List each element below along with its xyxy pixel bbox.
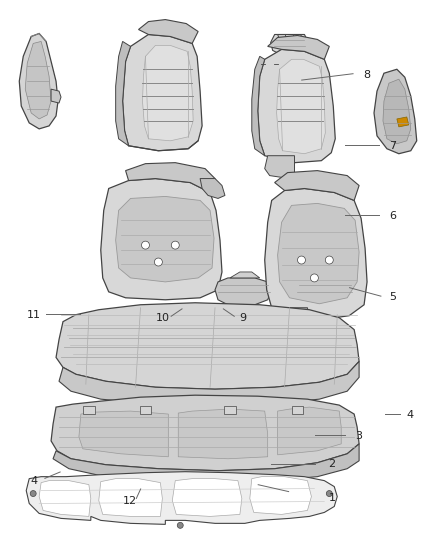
Text: 9: 9 <box>240 313 247 324</box>
Polygon shape <box>19 34 58 129</box>
Polygon shape <box>126 163 215 192</box>
Text: 11: 11 <box>27 310 41 320</box>
Polygon shape <box>215 278 272 305</box>
Polygon shape <box>25 42 51 119</box>
Polygon shape <box>294 276 353 308</box>
Polygon shape <box>278 204 359 304</box>
Polygon shape <box>265 156 294 179</box>
Polygon shape <box>258 50 335 163</box>
Polygon shape <box>258 69 268 87</box>
Polygon shape <box>292 406 304 414</box>
Text: 5: 5 <box>389 292 396 302</box>
Polygon shape <box>178 409 268 459</box>
Polygon shape <box>374 69 417 154</box>
Polygon shape <box>101 179 222 300</box>
Polygon shape <box>140 406 152 414</box>
Polygon shape <box>252 56 265 156</box>
Polygon shape <box>258 63 268 69</box>
Circle shape <box>30 490 36 497</box>
Polygon shape <box>99 479 162 516</box>
Polygon shape <box>278 407 341 455</box>
Circle shape <box>297 256 305 264</box>
Polygon shape <box>224 406 236 414</box>
Circle shape <box>141 241 149 249</box>
Circle shape <box>325 256 333 264</box>
Polygon shape <box>268 36 329 59</box>
Circle shape <box>326 490 332 497</box>
Polygon shape <box>116 42 131 146</box>
Polygon shape <box>79 411 168 457</box>
Polygon shape <box>277 59 325 154</box>
Polygon shape <box>383 79 411 144</box>
Polygon shape <box>271 35 308 54</box>
Polygon shape <box>142 45 193 141</box>
Polygon shape <box>278 35 286 44</box>
Polygon shape <box>311 270 341 276</box>
Text: 2: 2 <box>328 458 336 469</box>
Polygon shape <box>397 117 409 127</box>
Polygon shape <box>271 63 281 69</box>
Polygon shape <box>250 477 311 514</box>
Circle shape <box>155 258 162 266</box>
Polygon shape <box>116 197 214 282</box>
Polygon shape <box>26 472 337 524</box>
Text: 1: 1 <box>328 494 336 504</box>
Text: 10: 10 <box>155 313 170 324</box>
Circle shape <box>177 522 183 528</box>
Polygon shape <box>200 179 225 198</box>
Text: 12: 12 <box>123 496 137 506</box>
Polygon shape <box>138 20 198 43</box>
Polygon shape <box>230 272 260 278</box>
Text: 4: 4 <box>31 476 38 486</box>
Text: 8: 8 <box>364 70 371 80</box>
Polygon shape <box>51 89 61 103</box>
Polygon shape <box>123 35 202 151</box>
Circle shape <box>311 274 318 282</box>
Polygon shape <box>59 361 359 406</box>
Circle shape <box>171 241 179 249</box>
Text: 3: 3 <box>355 431 362 441</box>
Polygon shape <box>56 303 359 389</box>
Text: 7: 7 <box>389 141 397 151</box>
Polygon shape <box>172 479 242 516</box>
Polygon shape <box>39 481 91 516</box>
Text: 6: 6 <box>389 211 396 221</box>
Polygon shape <box>278 308 309 332</box>
Polygon shape <box>53 444 359 482</box>
Text: 4: 4 <box>407 410 414 420</box>
Polygon shape <box>271 69 281 87</box>
Polygon shape <box>51 395 359 471</box>
Polygon shape <box>293 35 301 44</box>
Polygon shape <box>83 406 95 414</box>
Polygon shape <box>265 189 367 320</box>
Polygon shape <box>275 171 359 200</box>
